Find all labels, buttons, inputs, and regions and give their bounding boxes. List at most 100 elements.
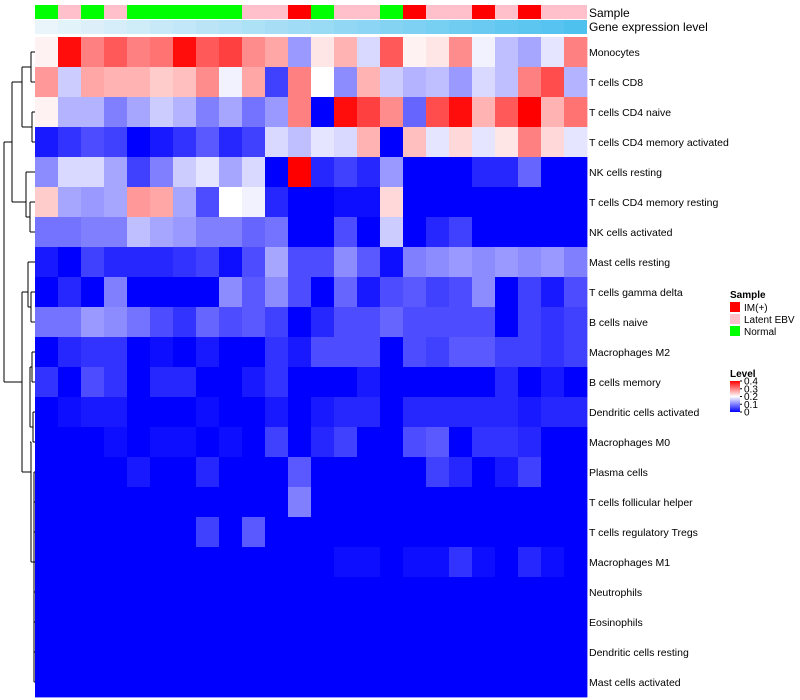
heatmap-cell (403, 517, 427, 548)
heatmap-cell (196, 217, 220, 248)
heatmap-cell (219, 37, 243, 68)
heatmap-cell (518, 637, 542, 668)
heatmap-cell (58, 637, 82, 668)
row-label: Macrophages M0 (589, 437, 670, 449)
heatmap-cell (104, 157, 128, 188)
heatmap-cell (541, 577, 565, 608)
heatmap-cell (541, 277, 565, 308)
heatmap-cell (357, 127, 381, 158)
heatmap-cell (35, 577, 59, 608)
heatmap-cell (311, 607, 335, 638)
heatmap-cell (564, 277, 588, 308)
heatmap-cell (334, 277, 358, 308)
heatmap-cell (426, 217, 450, 248)
heatmap-cell (564, 487, 588, 518)
heatmap-cell (403, 337, 427, 368)
sample-cell (288, 5, 311, 19)
heatmap-cell (58, 607, 82, 638)
heatmap-cell (150, 307, 174, 338)
heatmap-cell (472, 487, 496, 518)
level-tick-label: 0.1 (744, 400, 758, 411)
heatmap-cell (564, 247, 588, 278)
heatmap-cell (311, 187, 335, 218)
heatmap-cell (127, 37, 151, 68)
heatmap-cell (380, 37, 404, 68)
heatmap-cell (127, 277, 151, 308)
heatmap-cell (104, 187, 128, 218)
heatmap-cell (104, 547, 128, 578)
gene-expression-track (35, 20, 587, 34)
heatmap-cell (403, 37, 427, 68)
heatmap-cell (334, 127, 358, 158)
heatmap-cell (35, 367, 59, 398)
sample-cell (334, 5, 357, 19)
heatmap-cell (150, 37, 174, 68)
heatmap-cell (35, 547, 59, 578)
heatmap-cell (426, 97, 450, 128)
heatmap-cell (495, 607, 519, 638)
row-label: T cells regulatory Tregs (589, 527, 698, 539)
heatmap-cell (334, 337, 358, 368)
heatmap-cell (403, 577, 427, 608)
heatmap-cell (81, 637, 105, 668)
heatmap-cell (426, 67, 450, 98)
heatmap-cell (449, 247, 473, 278)
heatmap-cell (35, 487, 59, 518)
heatmap-cell (219, 667, 243, 698)
heatmap-cell (242, 487, 266, 518)
heatmap-cell (58, 337, 82, 368)
heatmap-cell (81, 127, 105, 158)
heatmap-cell (104, 637, 128, 668)
heatmap-cell (449, 187, 473, 218)
heatmap-cell (265, 67, 289, 98)
heatmap-cell (380, 547, 404, 578)
heatmap-cell (403, 127, 427, 158)
heatmap-cell (288, 457, 312, 488)
sample-cell (81, 5, 104, 19)
heatmap-cell (334, 217, 358, 248)
heatmap-cell (311, 277, 335, 308)
heatmap-cell (403, 547, 427, 578)
heatmap-cell (426, 667, 450, 698)
heatmap-cell (127, 457, 151, 488)
heatmap-cell (403, 667, 427, 698)
heatmap-cell (311, 127, 335, 158)
heatmap-cell (35, 127, 59, 158)
heatmap-cell (196, 577, 220, 608)
heatmap-cell (357, 97, 381, 128)
heatmap-cell (150, 187, 174, 218)
heatmap-cell (564, 37, 588, 68)
heatmap-cell (541, 247, 565, 278)
row-label: T cells CD4 memory resting (589, 197, 718, 209)
heatmap-cell (81, 187, 105, 218)
heatmap-cell (219, 577, 243, 608)
row-label: Mast cells resting (589, 257, 670, 269)
heatmap-cell (357, 547, 381, 578)
heatmap-cell (564, 397, 588, 428)
heatmap-cell (35, 157, 59, 188)
heatmap-cell (104, 37, 128, 68)
heatmap-cell (242, 547, 266, 578)
row-label: Mast cells activated (589, 677, 681, 689)
heatmap-cell (426, 277, 450, 308)
heatmap-cell (357, 637, 381, 668)
heatmap-cell (196, 67, 220, 98)
heatmap-cell (495, 277, 519, 308)
heatmap-cell (173, 217, 197, 248)
heatmap-cell (449, 607, 473, 638)
heatmap-cell (426, 577, 450, 608)
heatmap-cell (380, 367, 404, 398)
heatmap-cell (495, 457, 519, 488)
heatmap-cell (426, 637, 450, 668)
heatmap-cell (449, 97, 473, 128)
heatmap-cell (81, 397, 105, 428)
heatmap-cell (242, 67, 266, 98)
heatmap-cell (104, 307, 128, 338)
heatmap-cell (518, 247, 542, 278)
heatmap-cell (472, 337, 496, 368)
heatmap-cell (518, 127, 542, 158)
sample-legend-swatch (730, 302, 740, 312)
heatmap-cell (127, 517, 151, 548)
heatmap-cell (380, 397, 404, 428)
heatmap-cell (472, 97, 496, 128)
